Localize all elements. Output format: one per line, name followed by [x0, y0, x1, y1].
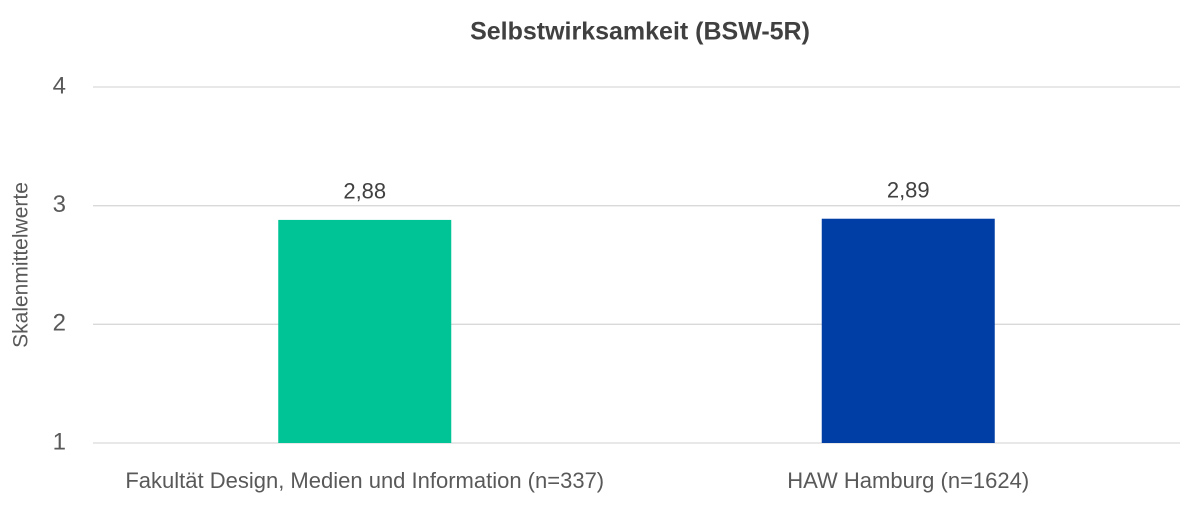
x-tick-label: Fakultät Design, Medien und Information …	[125, 468, 604, 493]
data-label: 2,88	[343, 179, 386, 204]
data-label: 2,89	[887, 178, 930, 203]
bar	[821, 218, 995, 443]
y-tick-label: 3	[53, 191, 66, 218]
y-tick-label: 2	[53, 310, 66, 337]
y-tick-label: 4	[53, 72, 66, 99]
y-tick-label: 1	[53, 428, 66, 455]
y-axis-label: Skalenmittelwerte	[10, 182, 33, 348]
bar	[278, 219, 452, 443]
x-tick-label: HAW Hamburg (n=1624)	[787, 468, 1029, 493]
chart-title: Selbstwirksamkeit (BSW-5R)	[470, 18, 810, 46]
